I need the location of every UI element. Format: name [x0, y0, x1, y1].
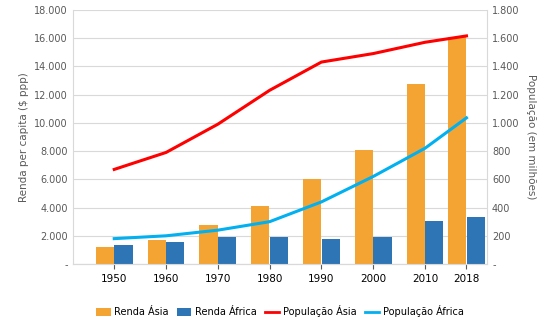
População África — [266, 220, 273, 224]
Y-axis label: Renda per capita ($ ppp): Renda per capita ($ ppp) — [18, 72, 29, 202]
População África — [111, 237, 118, 241]
Bar — [355, 150, 373, 264]
População África — [463, 116, 470, 120]
Bar — [466, 217, 485, 264]
Bar — [425, 221, 444, 264]
Bar — [251, 206, 269, 264]
Bar — [148, 240, 166, 264]
População Ásia — [422, 40, 428, 44]
População África — [422, 146, 428, 150]
População África — [318, 200, 325, 204]
Bar — [270, 237, 288, 264]
População África — [162, 234, 169, 238]
População Ásia — [318, 60, 325, 64]
Bar — [96, 247, 114, 264]
População Ásia — [214, 122, 221, 126]
Bar — [321, 239, 340, 264]
Line: População África: População África — [114, 118, 466, 239]
População Ásia — [162, 151, 169, 155]
Legend: Renda Ásia, Renda África, População Ásia, População África: Renda Ásia, Renda África, População Ásia… — [92, 301, 468, 321]
Bar — [407, 84, 425, 264]
População África — [214, 228, 221, 232]
População Ásia — [266, 88, 273, 92]
Bar — [166, 242, 184, 264]
Bar — [448, 37, 466, 264]
Line: População Ásia: População Ásia — [114, 36, 466, 170]
População Ásia — [111, 168, 118, 171]
Bar — [218, 237, 236, 264]
Y-axis label: População (em milhões): População (em milhões) — [526, 74, 536, 200]
Bar — [303, 179, 321, 264]
População Ásia — [370, 52, 376, 55]
População Ásia — [463, 34, 470, 38]
Bar — [374, 237, 391, 264]
População África — [370, 174, 376, 178]
Bar — [199, 225, 218, 264]
Bar — [114, 245, 133, 264]
